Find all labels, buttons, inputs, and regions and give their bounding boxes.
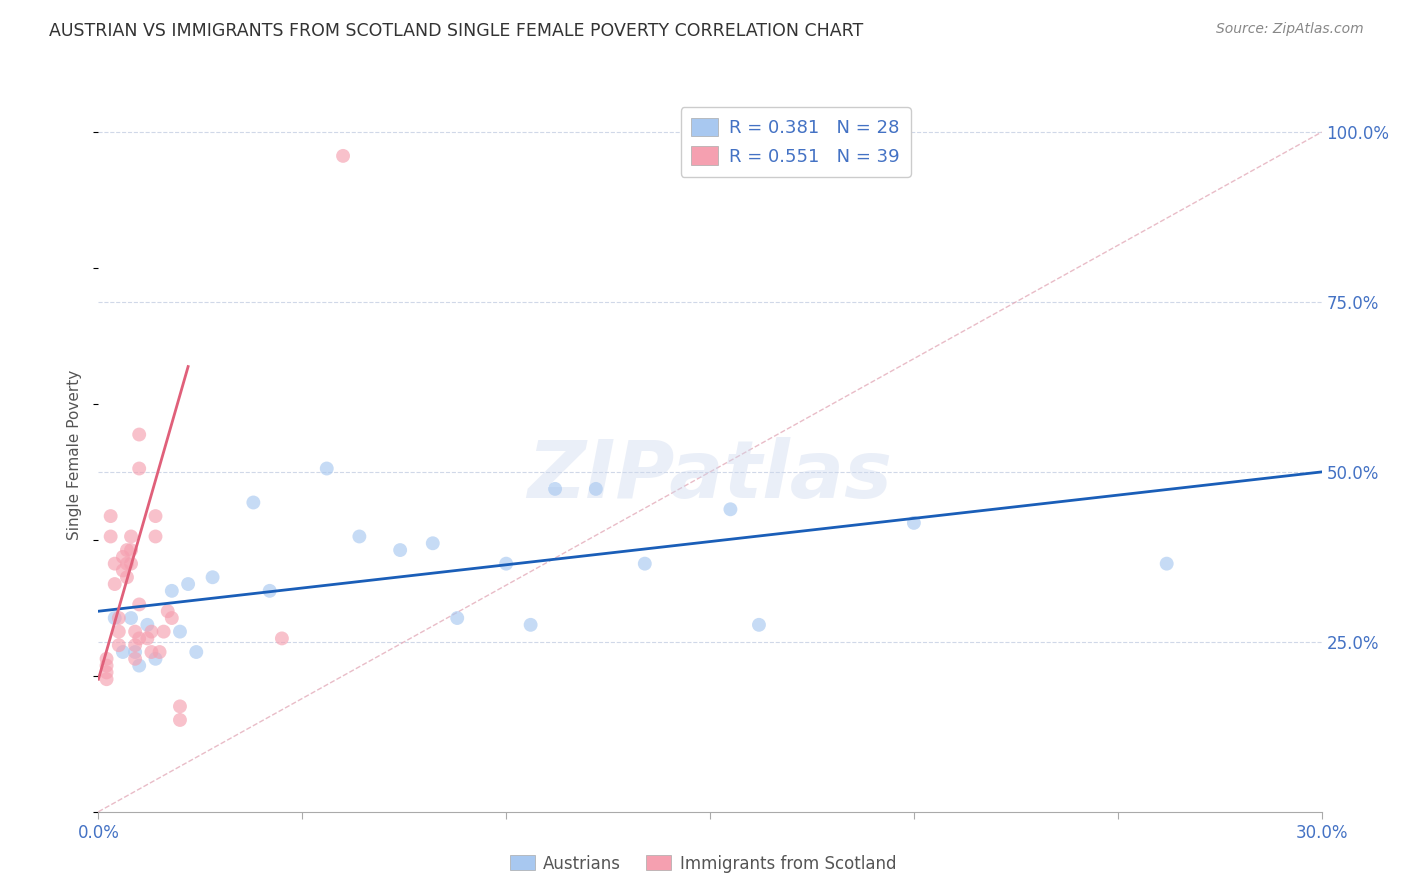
Point: [120, 557, 142, 571]
Text: ZIPatlas: ZIPatlas: [527, 437, 893, 516]
Point: [104, 577, 127, 591]
Text: AUSTRIAN VS IMMIGRANTS FROM SCOTLAND SINGLE FEMALE POVERTY CORRELATION CHART: AUSTRIAN VS IMMIGRANTS FROM SCOTLAND SIN…: [49, 22, 863, 40]
Point: [544, 482, 567, 496]
Point: [111, 564, 134, 578]
Point: [128, 598, 150, 612]
Point: [152, 624, 174, 639]
Point: [389, 543, 412, 558]
Legend: R = 0.381   N = 28, R = 0.551   N = 39: R = 0.381 N = 28, R = 0.551 N = 39: [681, 107, 911, 177]
Point: [100, 529, 122, 543]
Point: [160, 611, 183, 625]
Point: [104, 557, 127, 571]
Point: [446, 611, 468, 625]
Point: [585, 482, 607, 496]
Point: [141, 624, 163, 639]
Point: [115, 557, 138, 571]
Point: [115, 570, 138, 584]
Point: [120, 543, 142, 558]
Point: [169, 624, 191, 639]
Point: [201, 570, 224, 584]
Point: [145, 529, 167, 543]
Point: [349, 529, 371, 543]
Point: [96, 652, 118, 666]
Point: [145, 509, 167, 524]
Point: [124, 645, 146, 659]
Point: [115, 543, 138, 558]
Point: [111, 645, 134, 659]
Point: [177, 577, 200, 591]
Point: [104, 611, 127, 625]
Point: [169, 699, 191, 714]
Point: [156, 604, 179, 618]
Point: [422, 536, 444, 550]
Point: [108, 611, 131, 625]
Point: [128, 632, 150, 646]
Point: [169, 713, 191, 727]
Point: [720, 502, 742, 516]
Point: [315, 461, 337, 475]
Point: [495, 557, 517, 571]
Text: Source: ZipAtlas.com: Source: ZipAtlas.com: [1216, 22, 1364, 37]
Point: [96, 672, 118, 686]
Point: [748, 617, 770, 632]
Point: [1156, 557, 1178, 571]
Point: [136, 632, 159, 646]
Point: [120, 529, 142, 543]
Point: [128, 658, 150, 673]
Point: [128, 461, 150, 475]
Point: [332, 149, 354, 163]
Point: [160, 583, 183, 598]
Point: [186, 645, 208, 659]
Point: [136, 617, 159, 632]
Point: [519, 617, 541, 632]
Point: [124, 624, 146, 639]
Point: [634, 557, 657, 571]
Point: [141, 645, 163, 659]
Point: [270, 632, 294, 646]
Point: [128, 427, 150, 442]
Point: [108, 624, 131, 639]
Point: [903, 516, 925, 530]
Point: [145, 652, 167, 666]
Point: [96, 658, 118, 673]
Point: [96, 665, 118, 680]
Point: [124, 638, 146, 652]
Point: [259, 583, 281, 598]
Point: [242, 495, 264, 509]
Y-axis label: Single Female Poverty: Single Female Poverty: [67, 370, 83, 540]
Point: [111, 549, 134, 564]
Point: [108, 638, 131, 652]
Point: [120, 611, 142, 625]
Legend: Austrians, Immigrants from Scotland: Austrians, Immigrants from Scotland: [503, 848, 903, 880]
Point: [100, 509, 122, 524]
Point: [124, 652, 146, 666]
Point: [149, 645, 172, 659]
